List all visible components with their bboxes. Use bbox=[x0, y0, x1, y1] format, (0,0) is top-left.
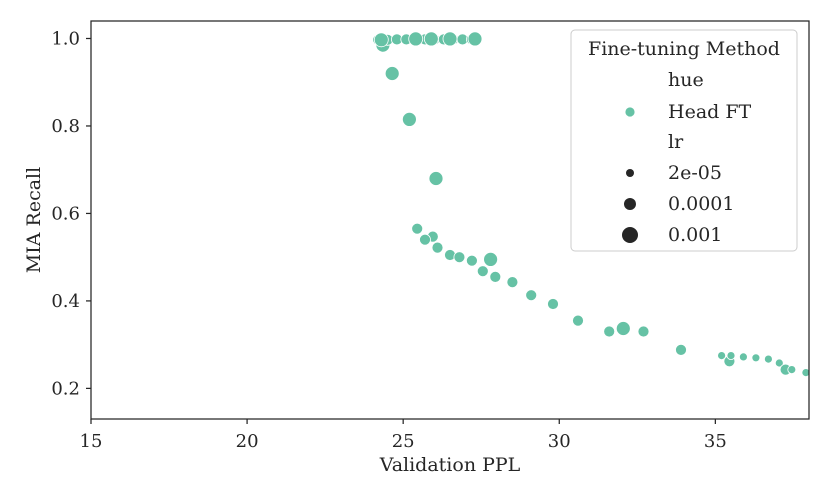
data-point bbox=[726, 351, 736, 361]
legend-title: Fine-tuning Method bbox=[588, 38, 780, 60]
data-point bbox=[428, 171, 444, 186]
legend-size-label-3: 0.001 bbox=[668, 224, 722, 246]
data-point bbox=[774, 358, 784, 368]
legend-marker-lr-small bbox=[626, 169, 634, 177]
data-point bbox=[751, 353, 761, 363]
data-point bbox=[615, 321, 631, 336]
legend-size-label-2: 0.0001 bbox=[668, 193, 734, 215]
legend-marker-lr-large bbox=[622, 227, 638, 243]
data-point bbox=[739, 352, 748, 362]
data-point bbox=[787, 365, 797, 375]
legend-box bbox=[570, 29, 798, 252]
data-point bbox=[489, 270, 502, 283]
data-point bbox=[384, 66, 400, 81]
y-tick-label: 0.8 bbox=[51, 116, 80, 137]
data-point bbox=[572, 314, 584, 327]
legend-size-header: lr bbox=[668, 131, 684, 153]
data-point bbox=[603, 325, 616, 338]
x-tick-label: 20 bbox=[236, 431, 259, 452]
legend-size-label-1: 2e-05 bbox=[668, 162, 722, 184]
data-point bbox=[467, 31, 483, 47]
data-point bbox=[465, 254, 478, 267]
x-tick-label: 30 bbox=[548, 431, 571, 452]
x-tick-label: 25 bbox=[392, 431, 415, 452]
data-point bbox=[408, 31, 424, 47]
plot-area-frame bbox=[90, 20, 810, 420]
data-point bbox=[764, 354, 773, 364]
data-point bbox=[373, 32, 389, 48]
x-tick-label: 15 bbox=[80, 431, 103, 452]
data-point bbox=[717, 351, 726, 361]
data-point bbox=[637, 325, 650, 338]
axis-ticks: 15 20 25 30 35 0.2 0.4 0.6 0.8 1.0 bbox=[51, 28, 726, 452]
data-points bbox=[372, 31, 811, 378]
data-point bbox=[419, 233, 431, 246]
legend: Fine-tuning Method hue Head FT lr 2e-05 … bbox=[570, 29, 798, 252]
y-tick-label: 0.6 bbox=[51, 203, 80, 224]
data-point bbox=[442, 31, 458, 47]
data-point bbox=[431, 241, 444, 254]
data-point bbox=[801, 368, 811, 378]
data-point bbox=[401, 112, 417, 127]
x-axis-label: Validation PPL bbox=[379, 454, 521, 476]
data-point bbox=[483, 251, 499, 267]
data-point bbox=[423, 31, 439, 47]
data-point bbox=[675, 343, 687, 356]
y-tick-label: 0.2 bbox=[51, 378, 80, 399]
data-point bbox=[476, 265, 489, 278]
y-axis-label: MIA Recall bbox=[23, 167, 45, 273]
y-tick-label: 1.0 bbox=[51, 28, 80, 49]
data-point bbox=[525, 289, 538, 302]
legend-hue-header: hue bbox=[668, 69, 704, 91]
legend-marker-lr-medium bbox=[624, 198, 636, 210]
data-point bbox=[547, 298, 559, 310]
data-point bbox=[506, 276, 519, 289]
legend-marker-head-ft bbox=[624, 106, 636, 118]
x-tick-label: 35 bbox=[704, 431, 727, 452]
y-tick-label: 0.4 bbox=[51, 291, 80, 312]
legend-hue-label: Head FT bbox=[668, 101, 752, 123]
data-point bbox=[453, 251, 466, 264]
data-point bbox=[411, 222, 424, 235]
